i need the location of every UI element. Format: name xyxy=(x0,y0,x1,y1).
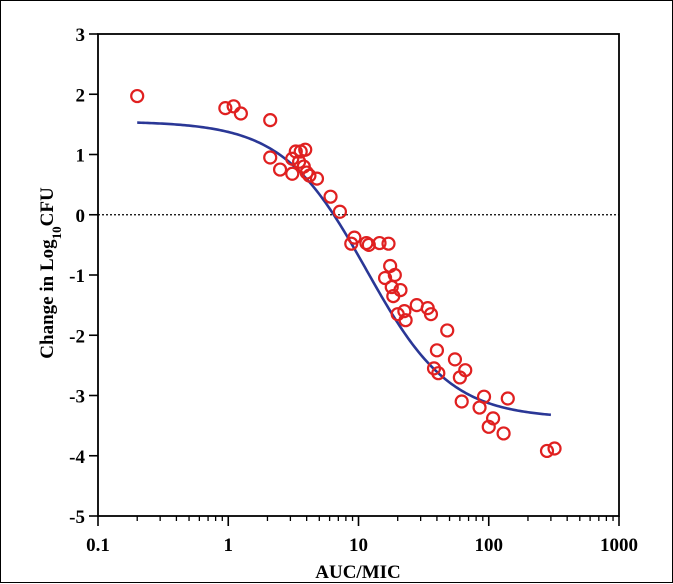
data-point-14 xyxy=(299,165,314,180)
y-tick-label: -5 xyxy=(69,507,85,528)
x-tick-label: 1 xyxy=(224,535,234,556)
y-tick-label: 1 xyxy=(76,146,86,167)
data-point-40 xyxy=(440,323,455,338)
y-tick-label: -4 xyxy=(69,447,85,468)
plot-border xyxy=(97,33,620,517)
data-point-44 xyxy=(458,363,473,378)
data-point-36 xyxy=(423,307,439,322)
data-point-18 xyxy=(332,204,348,219)
fitted-curve xyxy=(137,121,552,417)
data-point-31 xyxy=(393,282,408,298)
y-axis-title-subscript: 10 xyxy=(49,226,64,239)
y-tick-label: -3 xyxy=(69,387,85,408)
y-axis-title-tail: CFU xyxy=(37,187,58,226)
data-point-20 xyxy=(347,230,362,245)
y-tick-label: 3 xyxy=(76,25,86,46)
data-point-29 xyxy=(387,267,402,283)
data-point-49 xyxy=(496,426,511,441)
data-point-46 xyxy=(476,389,492,404)
data-point-33 xyxy=(398,313,413,328)
data-point-24 xyxy=(377,270,393,286)
data-point-7 xyxy=(285,151,300,166)
data-point-5 xyxy=(263,150,278,165)
data-point-2 xyxy=(226,99,241,114)
data-point-25 xyxy=(381,236,396,251)
data-point-13 xyxy=(298,142,313,157)
x-tick-label: 100 xyxy=(475,535,504,556)
data-point-43 xyxy=(454,394,469,409)
data-point-51 xyxy=(539,443,555,459)
data-point-0 xyxy=(130,88,145,104)
data-point-48 xyxy=(486,411,501,426)
data-point-50 xyxy=(500,391,515,406)
data-point-21 xyxy=(359,235,374,251)
x-tick-label: 0.1 xyxy=(86,535,110,556)
data-point-52 xyxy=(547,441,562,456)
data-point-32 xyxy=(397,304,412,319)
data-point-16 xyxy=(309,171,325,186)
axes: 0.1 1 10 100 1000 -5 -4 -3 -2 -1 0 1 2 3 xyxy=(69,25,638,556)
data-point-39 xyxy=(431,366,446,381)
x-tick-label: 10 xyxy=(349,535,368,556)
data-point-38 xyxy=(429,343,445,358)
x-axis-title: AUC/MIC xyxy=(315,562,401,583)
data-point-3 xyxy=(233,106,248,121)
data-point-17 xyxy=(323,189,338,204)
data-point-4 xyxy=(263,113,278,128)
data-point-6 xyxy=(272,162,288,177)
data-point-8 xyxy=(285,166,300,181)
data-point-23 xyxy=(372,235,387,251)
y-tick-label: 2 xyxy=(76,85,86,106)
x-tick-label: 1000 xyxy=(600,535,638,556)
plot-area xyxy=(98,88,619,459)
y-axis-title: Change in Log10CFU xyxy=(37,187,64,359)
y-axis-title-main: Change in Log xyxy=(37,239,58,359)
data-point-15 xyxy=(302,168,317,183)
y-tick-label: 0 xyxy=(76,206,86,227)
data-point-1 xyxy=(218,101,233,116)
y-tick-label: -1 xyxy=(69,266,85,287)
y-tick-label: -2 xyxy=(69,326,85,347)
data-point-41 xyxy=(447,352,463,367)
